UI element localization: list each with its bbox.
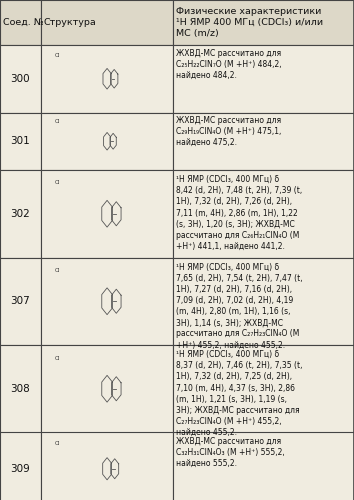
Bar: [0, 0, 41, 45]
Text: ¹Н ЯМР (CDCl₃, 400 МГц) δ
8,42 (d, 2H), 7,48 (t, 2H), 7,39 (t,
1H), 7,32 (d, 2H): ¹Н ЯМР (CDCl₃, 400 МГц) δ 8,42 (d, 2H), …: [176, 175, 303, 251]
Text: ЖХВД-МС рассчитано для
С₂₉Н₁₉ClN₄O (М +Н⁺) 475,1,
найдено 475,2.: ЖХВД-МС рассчитано для С₂₉Н₁₉ClN₄O (М +Н…: [176, 116, 282, 147]
Bar: [0, 258, 41, 345]
Bar: [41, 45, 173, 112]
Text: 307: 307: [11, 296, 30, 306]
Bar: [173, 258, 354, 345]
Text: Соед. №: Соед. №: [3, 18, 44, 27]
Bar: [173, 0, 354, 45]
Text: Физические характеристики
¹Н ЯМР 400 МГц (CDCl₃) и/или
МС (m/z): Физические характеристики ¹Н ЯМР 400 МГц…: [176, 7, 324, 38]
Bar: [173, 345, 354, 432]
Bar: [41, 258, 173, 345]
Bar: [41, 345, 173, 432]
Bar: [173, 112, 354, 170]
Bar: [0, 170, 41, 258]
Text: Cl: Cl: [55, 441, 60, 446]
Text: ЖХВД-МС рассчитано для
С₃₂Н₃₁ClN₄O₃ (М +Н⁺) 555,2,
найдено 555,2.: ЖХВД-МС рассчитано для С₃₂Н₃₁ClN₄O₃ (М +…: [176, 437, 285, 468]
Text: 308: 308: [11, 384, 30, 394]
Bar: [0, 345, 41, 432]
Bar: [41, 112, 173, 170]
Text: Cl: Cl: [55, 180, 60, 186]
Text: 309: 309: [11, 464, 30, 473]
Bar: [41, 0, 173, 45]
Text: ¹Н ЯМР (CDCl₃, 400 МГц) δ
7,65 (d, 2H), 7,54 (t, 2H), 7,47 (t,
1H), 7,27 (d, 2H): ¹Н ЯМР (CDCl₃, 400 МГц) δ 7,65 (d, 2H), …: [176, 262, 303, 350]
Bar: [0, 112, 41, 170]
Text: ¹Н ЯМР (CDCl₃, 400 МГц) δ
8,37 (d, 2H), 7,46 (t, 2H), 7,35 (t,
1H), 7,32 (d, 2H): ¹Н ЯМР (CDCl₃, 400 МГц) δ 8,37 (d, 2H), …: [176, 350, 303, 437]
Text: 300: 300: [11, 74, 30, 84]
Bar: [0, 45, 41, 112]
Text: Cl: Cl: [55, 356, 60, 360]
Text: 302: 302: [11, 209, 30, 219]
Text: Cl: Cl: [55, 53, 60, 58]
Text: ЖХВД-МС рассчитано для
С₂₅Н₂₂ClN₇O (М +Н⁺) 484,2,
найдено 484,2.: ЖХВД-МС рассчитано для С₂₅Н₂₂ClN₇O (М +Н…: [176, 49, 282, 80]
Bar: [173, 45, 354, 112]
Text: Cl: Cl: [55, 268, 60, 273]
Bar: [41, 432, 173, 500]
Text: Структура: Структура: [44, 18, 96, 27]
Text: 301: 301: [11, 136, 30, 146]
Bar: [173, 432, 354, 500]
Bar: [41, 170, 173, 258]
Text: Cl: Cl: [55, 120, 60, 124]
Bar: [173, 170, 354, 258]
Bar: [0, 432, 41, 500]
